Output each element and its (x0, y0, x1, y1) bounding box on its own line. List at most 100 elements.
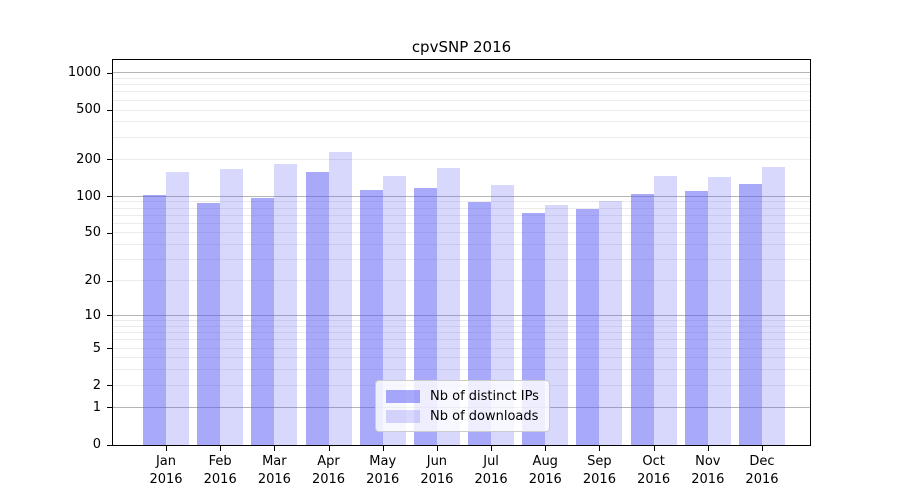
y-tick (107, 280, 112, 282)
bar-downloads-nov (707, 177, 731, 445)
y-tick-label: 100 (76, 188, 101, 204)
y-tick-label: 1000 (67, 65, 101, 81)
legend-label: Nb of downloads (430, 408, 539, 424)
bar-distinct-ips-dec (738, 184, 762, 445)
bar-distinct-ips-feb (197, 203, 221, 445)
chart-title: cpvSNP 2016 (411, 38, 512, 56)
gridline-major (113, 314, 810, 316)
y-tick-label: 1 (92, 399, 101, 415)
x-tick-label: Apr 2016 (311, 454, 346, 487)
x-tick-label: Aug 2016 (528, 454, 562, 487)
x-tick-label: Oct 2016 (637, 454, 671, 487)
x-tick (599, 446, 601, 451)
bar-distinct-ips-oct (630, 193, 654, 445)
x-tick-label: Jun 2016 (420, 454, 454, 487)
x-tick (761, 446, 763, 451)
gridline-minor (113, 158, 810, 160)
x-tick-label: Jul 2016 (474, 454, 508, 487)
y-tick-label: 500 (76, 102, 101, 118)
gridline-minor (113, 259, 810, 261)
gridline-minor (113, 222, 810, 224)
y-tick (107, 159, 112, 161)
gridline-minor (113, 244, 810, 246)
legend: Nb of distinct IPs Nb of downloads (375, 380, 550, 432)
legend-swatch-distinct-ips (386, 389, 420, 403)
gridline-minor (113, 99, 810, 101)
bar-downloads-sep (599, 201, 623, 445)
gridline-minor (113, 325, 810, 327)
bar-downloads-oct (653, 175, 677, 445)
y-tick-label: 0 (92, 437, 101, 452)
gridline-minor (113, 121, 810, 123)
x-tick-label: Jan 2016 (149, 454, 183, 487)
bar-downloads-mar (274, 164, 298, 445)
bar-downloads-aug (545, 204, 569, 445)
bar-downloads-jun (436, 167, 460, 445)
x-tick (707, 446, 709, 451)
bar-downloads-dec (761, 167, 785, 445)
legend-swatch-downloads (386, 409, 420, 423)
y-tick (107, 72, 112, 74)
gridline-minor (113, 109, 810, 111)
y-tick-label: 2 (92, 377, 101, 393)
bar-downloads-feb (220, 169, 244, 445)
x-tick-label: Feb 2016 (203, 454, 237, 487)
x-tick-label: Sep 2016 (582, 454, 616, 487)
y-tick-label: 50 (84, 225, 101, 241)
gridline-minor (113, 207, 810, 209)
legend-item: Nb of downloads (386, 406, 539, 426)
gridline-minor (113, 232, 810, 234)
gridline-minor (113, 77, 810, 79)
gridline-minor (113, 320, 810, 322)
bar-downloads-jan (166, 172, 189, 445)
y-tick (107, 315, 112, 317)
bar-downloads-apr (328, 151, 352, 445)
legend-item: Nb of distinct IPs (386, 386, 539, 406)
y-tick (107, 348, 112, 350)
x-tick-label: Nov 2016 (691, 454, 725, 487)
bar-distinct-ips-sep (576, 208, 600, 445)
gridline-minor (113, 347, 810, 349)
gridline-minor (113, 201, 810, 203)
gridline-minor (113, 339, 810, 341)
y-tick (107, 109, 112, 111)
y-tick-label: 10 (84, 307, 101, 323)
bar-distinct-ips-jan (143, 194, 166, 445)
y-tick (107, 196, 112, 198)
plot-area: Nb of distinct IPs Nb of downloads (112, 59, 811, 446)
x-tick-label: Dec 2016 (745, 454, 779, 487)
gridline-minor (113, 91, 810, 93)
gridline-minor (113, 280, 810, 282)
gridline-minor (113, 84, 810, 86)
x-tick (274, 446, 276, 451)
legend-label: Nb of distinct IPs (430, 388, 539, 404)
y-tick (107, 232, 112, 234)
gridline-minor (113, 214, 810, 216)
gridline-minor (113, 136, 810, 138)
x-tick (220, 446, 222, 451)
y-tick-label: 5 (92, 340, 101, 356)
x-tick (653, 446, 655, 451)
y-tick-label: 20 (84, 273, 101, 289)
x-tick (328, 446, 330, 451)
y-tick (107, 407, 112, 409)
gridline-minor (113, 369, 810, 371)
bar-distinct-ips-mar (251, 197, 275, 445)
gridline-minor (113, 357, 810, 359)
gridline-major (113, 72, 810, 74)
x-tick (382, 446, 384, 451)
x-tick (436, 446, 438, 451)
x-tick (545, 446, 547, 451)
bar-distinct-ips-apr (305, 171, 329, 445)
x-tick-label: Mar 2016 (257, 454, 291, 487)
y-tick (107, 385, 112, 387)
x-tick-label: May 2016 (366, 454, 400, 487)
x-tick (166, 446, 167, 451)
gridline-major (113, 195, 810, 197)
y-tick-label: 200 (76, 151, 101, 167)
bar-distinct-ips-nov (684, 191, 708, 445)
gridline-minor (113, 332, 810, 334)
y-tick (107, 444, 112, 446)
x-tick (491, 446, 493, 451)
